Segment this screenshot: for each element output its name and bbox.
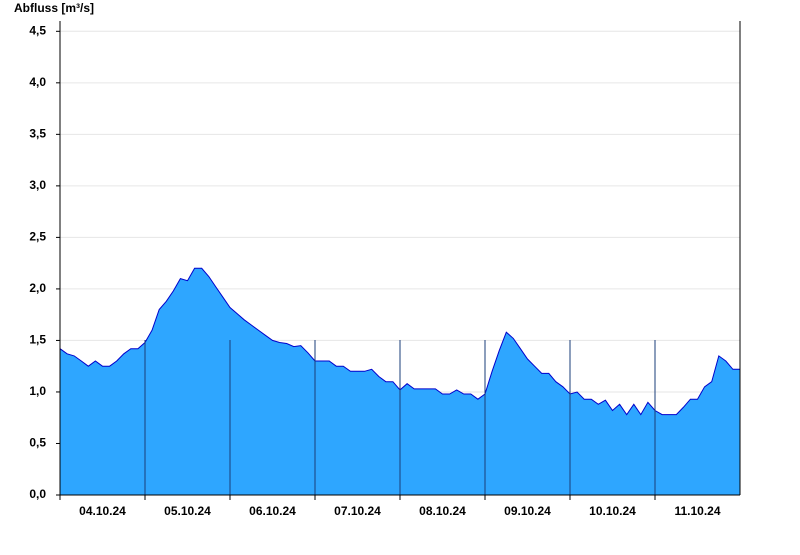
x-tick-label: 07.10.24	[334, 504, 381, 518]
y-tick-label: 3,5	[29, 127, 46, 141]
y-tick-label: 3,0	[29, 178, 46, 192]
y-tick-label: 1,5	[29, 333, 46, 347]
y-tick-label: 2,0	[29, 281, 46, 295]
chart-title: Abfluss [m³/s]	[14, 1, 94, 15]
x-tick-label: 08.10.24	[419, 504, 466, 518]
x-tick-label: 05.10.24	[164, 504, 211, 518]
x-tick-label: 11.10.24	[674, 504, 720, 518]
y-tick-label: 1,0	[29, 384, 46, 398]
y-tick-label: 4,5	[29, 23, 46, 37]
x-tick-label: 06.10.24	[249, 504, 296, 518]
y-tick-label: 0,0	[29, 487, 46, 501]
y-tick-label: 0,5	[29, 436, 46, 450]
y-tick-label: 4,0	[29, 75, 46, 89]
x-tick-label: 10.10.24	[589, 504, 636, 518]
y-tick-label: 2,5	[29, 230, 46, 244]
x-tick-label: 09.10.24	[504, 504, 551, 518]
x-tick-label: 04.10.24	[79, 504, 126, 518]
